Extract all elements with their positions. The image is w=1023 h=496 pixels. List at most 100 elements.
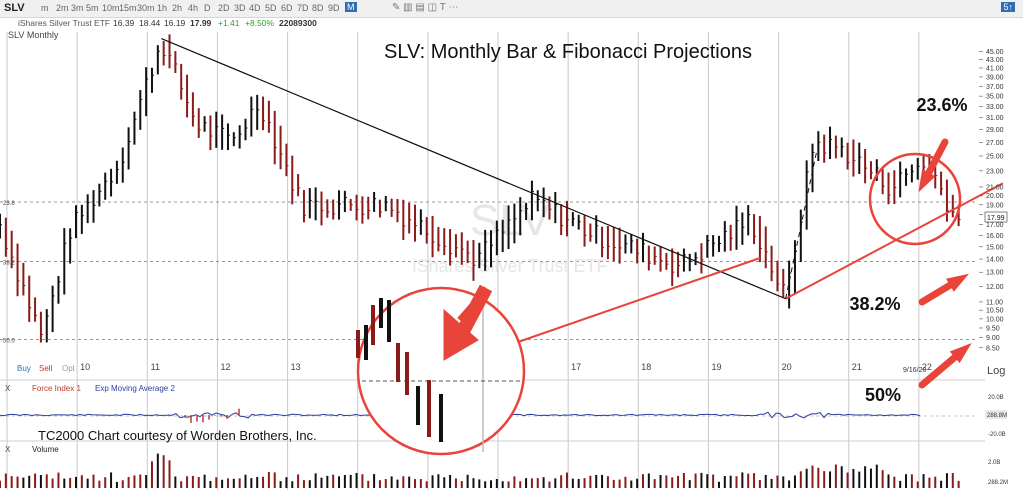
timeframe-3D[interactable]: 3D <box>234 3 246 13</box>
volume-label[interactable]: Volume <box>32 445 59 454</box>
price-bars <box>0 34 961 343</box>
y-tick-label: 29.00 <box>986 127 1004 134</box>
timeframe-30m[interactable]: 30m <box>137 3 155 13</box>
y-tick-label: 17.00 <box>986 222 1004 229</box>
sell-button[interactable]: Sell <box>39 364 53 373</box>
timeframe-10m[interactable]: 10m <box>102 3 120 13</box>
left-fib-label: 38.2 <box>3 261 15 267</box>
last-price-tag <box>984 211 1008 223</box>
y-tick-label: 15.00 <box>986 244 1004 251</box>
timeframe-D[interactable]: D <box>204 3 211 13</box>
exp-ma-label[interactable]: Exp Moving Average 2 <box>95 384 175 393</box>
main-panel-label[interactable]: SLV Monthly <box>8 30 59 40</box>
timeframe-3m[interactable]: 3m <box>71 3 84 13</box>
x-tick-label: 19 <box>711 362 721 372</box>
quote-change-pct: +8.50% <box>245 18 275 28</box>
timeframe-4h[interactable]: 4h <box>188 3 199 13</box>
quote-volume: 22089300 <box>279 18 317 28</box>
quote-open: 16.39 <box>113 18 135 28</box>
y-tick-label: 21.00 <box>986 184 1004 191</box>
timeframe-7D[interactable]: 7D <box>297 3 309 13</box>
date-tag: 9/16/20 <box>903 367 926 374</box>
y-tick-label: 43.00 <box>986 57 1004 64</box>
focus-circle <box>868 152 962 246</box>
y-tick-label: 8.50 <box>986 345 1000 352</box>
pencil-icon[interactable]: ✎ <box>392 2 401 13</box>
toolbar: SLV m 2m 3m 5m 10m 15m 30m 1h 2h 4h D 2D 3D 4D 5D 6D 7D 8… <box>0 0 1023 18</box>
timeframe-2h[interactable]: 2h <box>172 3 183 13</box>
x-tick-label: 13 <box>291 362 301 372</box>
timeframe-M[interactable]: M <box>345 2 357 12</box>
arrow-382-icon <box>918 273 970 306</box>
watermark-name: iShares Silver Trust ETF <box>412 256 607 276</box>
left-fib-labels: 23.6 38.2 50.0 <box>3 201 15 345</box>
indicator-axis-bottom: -20.0B <box>988 432 1006 438</box>
drawing-tools: ✎ ▥ ▤ ◫ T ⋯ <box>392 2 458 13</box>
alert-badge[interactable]: 5↑ <box>1001 2 1015 12</box>
buy-button[interactable]: Buy <box>17 364 31 373</box>
timeframe-5m[interactable]: 5m <box>86 3 99 13</box>
timeframe-5D[interactable]: 5D <box>265 3 277 13</box>
timeframe-6D[interactable]: 6D <box>281 3 293 13</box>
timeframe-2m[interactable]: 2m <box>56 3 69 13</box>
text-icon[interactable]: T <box>439 2 446 13</box>
timeframe-1h[interactable]: 1h <box>157 3 168 13</box>
y-tick-label: 14.00 <box>986 257 1004 264</box>
arrow-382-icon-head <box>946 273 970 292</box>
x-tick-label: 20 <box>782 362 792 372</box>
y-tick-label: 10.50 <box>986 308 1004 315</box>
y-tick-label: 9.00 <box>986 335 1000 342</box>
more-icon[interactable]: ⋯ <box>448 2 459 13</box>
arrow-236-icon-head <box>918 169 936 193</box>
quote-line: iShares Silver Trust ETF 16.39 18.44 16.… <box>0 17 1023 29</box>
left-fib-label: 23.6 <box>3 201 15 207</box>
magnifier-callout <box>356 257 761 456</box>
arrow-50-icon <box>918 342 972 389</box>
indicator-close-button[interactable]: X <box>5 384 11 393</box>
timeframe-m[interactable]: m <box>41 3 49 13</box>
y-tick-label: 9.50 <box>986 325 1000 332</box>
arrow-236-icon <box>918 138 949 193</box>
symbol-label[interactable]: SLV <box>4 2 25 14</box>
x-tick-label: 18 <box>641 362 651 372</box>
timeframe-15m[interactable]: 15m <box>119 3 137 13</box>
ruler-icon[interactable]: ◫ <box>427 2 438 13</box>
y-tick-label: 39.00 <box>986 74 1004 81</box>
y-tick-label: 33.00 <box>986 104 1004 111</box>
magnifier-arrow-shaft <box>454 284 493 339</box>
magnifier-connector <box>517 257 761 343</box>
quote-name: iShares Silver Trust ETF <box>18 18 111 28</box>
chart-icon[interactable]: ▥ <box>403 2 413 13</box>
timeframe-8D[interactable]: 8D <box>312 3 324 13</box>
force-index-label[interactable]: Force Index 1 <box>32 384 81 393</box>
volume-axis-mid: 288.2M <box>988 480 1008 486</box>
log-scale-toggle[interactable]: Log <box>987 365 1005 377</box>
y-tick-label: 11.00 <box>986 299 1003 306</box>
y-tick-label: 25.00 <box>986 153 1004 160</box>
y-tick-label: 45.00 <box>986 49 1004 56</box>
x-axis: 10 11 12 13 17 18 19 20 21 22 <box>80 362 932 372</box>
chart-title: SLV: Monthly Bar & Fibonacci Projections <box>384 41 752 63</box>
x-tick-label: 12 <box>220 362 230 372</box>
uptrend-line <box>785 182 1004 300</box>
y-tick-label: 16.00 <box>986 233 1004 240</box>
quote-high: 18.44 <box>139 18 161 28</box>
x-tick-label: 17 <box>571 362 581 372</box>
y-tick-label: 27.00 <box>986 140 1004 147</box>
quote-change: +1.41 <box>218 18 240 28</box>
bars-icon[interactable]: ▤ <box>415 2 425 13</box>
volume-close-button[interactable]: X <box>5 445 11 454</box>
indicator-axis-mid: 288.8M <box>987 413 1007 419</box>
timeframe-4D[interactable]: 4D <box>249 3 261 13</box>
y-tick-label: 35.00 <box>986 94 1004 101</box>
fib-236-label: 23.6% <box>916 95 967 115</box>
y-tick-label: 19.00 <box>986 202 1004 209</box>
timeframe-9D[interactable]: 9D <box>328 3 340 13</box>
timeframe-2D[interactable]: 2D <box>218 3 230 13</box>
arrow-50-icon-shaft <box>918 348 965 389</box>
y-tick-label: 31.00 <box>986 115 1004 122</box>
x-tick-label: 22 <box>922 362 932 372</box>
option-button[interactable]: Opt <box>62 364 76 373</box>
